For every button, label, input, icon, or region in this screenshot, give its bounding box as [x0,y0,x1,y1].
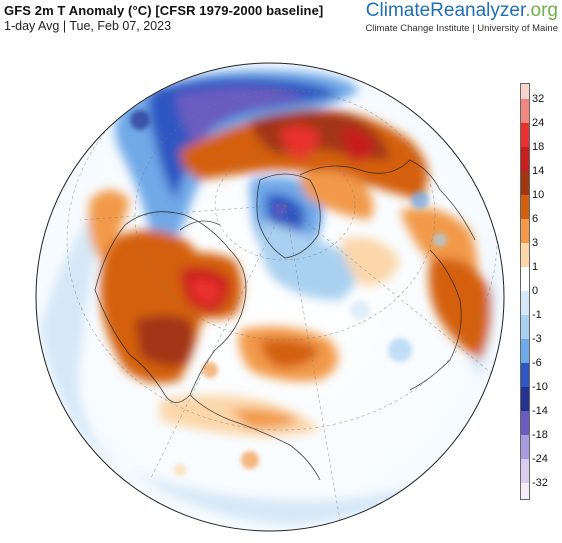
legend-swatch [520,171,530,195]
legend-label: -32 [532,477,548,489]
coastlines [94,159,476,481]
legend-label: 24 [532,117,545,129]
brand-logo[interactable]: ClimateReanalyzer.org [366,0,558,22]
map-subtitle: 1-day Avg | Tue, Feb 07, 2023 [4,19,172,33]
legend-label: -3 [532,333,542,345]
legend-swatch [520,243,530,267]
legend-label: 18 [532,141,545,153]
brand-suffix: .org [525,0,558,21]
legend-label: 14 [532,165,545,177]
legend-swatch [520,291,530,315]
legend-label: -18 [532,429,548,441]
brand-affiliation: Climate Change Institute | University of… [365,23,558,34]
legend-label: -24 [532,453,548,465]
legend-label: -10 [532,381,548,393]
legend-swatch [520,83,530,100]
color-legend: 32 24 18 14 10 6 3 1 0 -1 -3 -6 -10 -14 -18 -24 -32 [520,83,554,500]
legend-swatch [520,339,530,363]
legend-swatch [520,195,530,219]
legend-label: 3 [532,237,539,249]
legend-swatch [520,363,530,387]
map-title: GFS 2m T Anomaly (°C) [CFSR 1979-2000 ba… [4,3,324,18]
legend-label: 6 [532,213,539,225]
legend-label: -14 [532,405,548,417]
legend-swatch [520,411,530,435]
legend-swatch [520,99,530,123]
legend-swatch [520,459,530,483]
legend-swatch [520,483,530,500]
legend-swatch [520,219,530,243]
brand-name: ClimateReanalyzer [365,0,526,21]
legend-label: -1 [532,309,542,321]
legend-label: 10 [532,189,545,201]
legend-swatch [520,315,530,339]
legend-swatch [520,387,530,411]
globe-outline [35,62,505,532]
legend-label: 0 [532,285,539,297]
legend-swatch [520,123,530,147]
legend-label: -6 [532,357,542,369]
legend-label: 32 [532,93,545,105]
legend-swatch [520,147,530,171]
anomaly-field [40,63,501,525]
legend-label: 1 [532,261,539,273]
legend-swatch [520,267,530,291]
legend-swatch [520,435,530,459]
